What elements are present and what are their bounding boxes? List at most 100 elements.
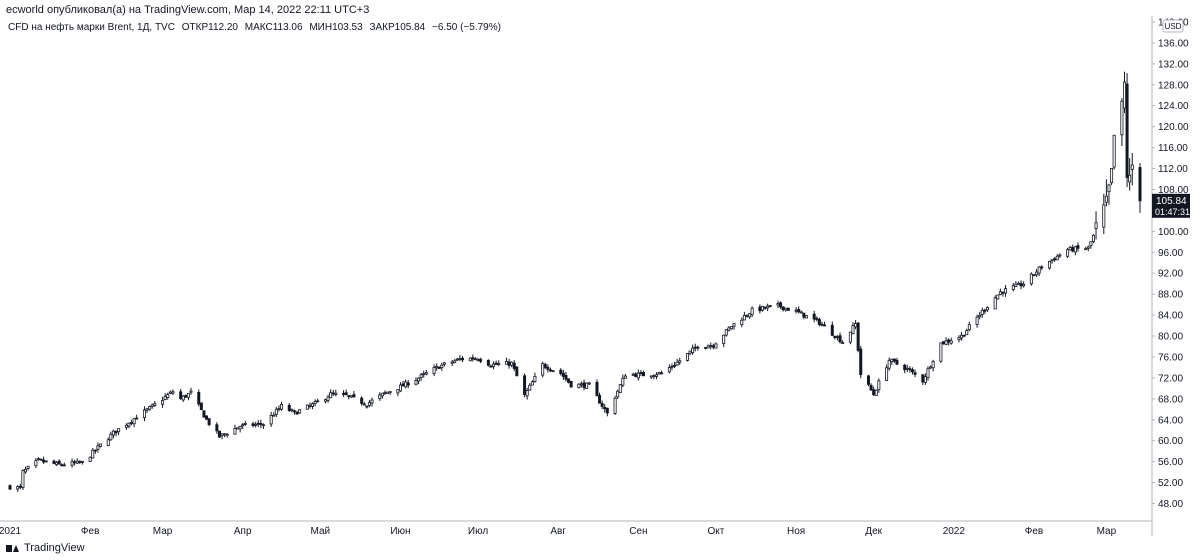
candle-body <box>859 348 863 376</box>
candle-body <box>34 460 38 467</box>
y-tick-label: 48.00 <box>1158 499 1183 510</box>
candle-body <box>404 381 408 388</box>
candle-body <box>1091 234 1095 242</box>
candle-body <box>1128 174 1132 183</box>
candle-body <box>949 340 953 344</box>
candle-body <box>269 414 273 425</box>
candle-body <box>939 342 943 362</box>
candle-body <box>75 460 79 464</box>
candle-body <box>1125 83 1129 178</box>
candle-body <box>515 366 519 377</box>
open-label: ОТКР <box>181 22 209 33</box>
candle-body <box>706 345 710 349</box>
x-tick-label: Дек <box>865 526 882 536</box>
candle-body <box>817 319 821 325</box>
candle-body <box>967 324 971 330</box>
low-value: 103.53 <box>332 22 363 33</box>
candle-body <box>111 430 115 436</box>
candle-body <box>42 459 46 463</box>
candle-body <box>799 311 803 314</box>
candle-body <box>238 426 242 430</box>
candle-body <box>150 404 154 407</box>
candle-body <box>758 306 762 312</box>
candle-body <box>1107 184 1111 193</box>
candle-body <box>127 422 131 427</box>
candle-body <box>748 313 752 318</box>
candle-body <box>168 391 172 394</box>
high-label: МАКС <box>244 22 273 33</box>
candle-body <box>921 374 925 383</box>
candle-body <box>471 357 475 360</box>
candle-body <box>693 346 697 349</box>
candle-body <box>277 408 281 410</box>
candle-body <box>36 458 40 461</box>
candle-body <box>401 383 405 387</box>
candle-body <box>388 391 392 394</box>
candle-body <box>26 465 30 469</box>
currency-badge[interactable]: USD <box>1162 19 1184 33</box>
chart-area[interactable]: 48.00 52.00 56.00 60.00 64.00 68.00 72.00 76.00… <box>0 16 1200 536</box>
candle-body <box>189 390 193 393</box>
candle-body <box>636 372 640 379</box>
candle-body <box>623 375 627 379</box>
candle-body <box>548 369 552 372</box>
candle-body <box>929 366 933 369</box>
candle-body <box>1104 195 1108 203</box>
x-tick-label: Мар <box>1097 526 1117 536</box>
candle-body <box>360 397 364 404</box>
candle-body <box>52 460 56 464</box>
candle-body <box>727 327 731 331</box>
candle-body <box>779 302 783 308</box>
change-value: −6.50 (−5.79%) <box>432 22 501 33</box>
candle-body <box>1112 134 1116 168</box>
candle-body <box>985 307 989 311</box>
candle-body <box>1110 167 1114 184</box>
candle-body <box>745 315 749 317</box>
candle-body <box>422 373 426 375</box>
candle-body <box>479 358 483 362</box>
candle-body <box>280 404 284 410</box>
candle-body <box>202 410 206 418</box>
candle-body <box>349 395 353 398</box>
candle-body <box>510 361 514 366</box>
candle-body <box>639 372 643 374</box>
candle-body <box>841 342 845 344</box>
y-tick-label: 56.00 <box>1158 457 1183 468</box>
last-price-box <box>1152 193 1190 218</box>
candle-body <box>342 393 346 395</box>
candle-body <box>383 392 387 394</box>
candle-body <box>8 485 12 490</box>
candle-body <box>587 382 591 385</box>
candle-body <box>776 303 780 306</box>
candle-body <box>856 322 860 351</box>
candle-body <box>236 427 240 430</box>
candle-body <box>259 422 263 425</box>
x-tick-label: Ноя <box>787 526 805 536</box>
candle-body <box>73 461 77 464</box>
candle-body <box>585 382 589 389</box>
candle-body <box>704 347 708 349</box>
candle-body <box>926 368 930 379</box>
candle-body <box>80 460 84 463</box>
tradingview-footer[interactable]: TradingView <box>6 542 85 554</box>
candlestick-chart[interactable]: 48.00 52.00 56.00 60.00 64.00 68.00 72.00 76.00… <box>0 16 1200 536</box>
currency-label: USD <box>1165 22 1182 31</box>
candle-body <box>419 374 423 379</box>
x-tick-label: Июн <box>390 526 410 536</box>
candle-body <box>872 389 876 396</box>
candle-body <box>55 461 59 466</box>
candle-body <box>657 372 661 375</box>
candle-body <box>815 318 819 320</box>
candle-body <box>667 367 671 373</box>
candle-body <box>142 409 146 419</box>
y-tick-label: 96.00 <box>1158 248 1183 259</box>
candle-body <box>910 369 914 373</box>
candle-body <box>740 319 744 326</box>
candle-body <box>254 423 258 426</box>
candle-body <box>287 404 291 412</box>
candle-body <box>186 392 190 398</box>
close-label: ЗАКР <box>369 22 395 33</box>
candle-body <box>24 468 28 473</box>
candle-body <box>435 365 439 369</box>
